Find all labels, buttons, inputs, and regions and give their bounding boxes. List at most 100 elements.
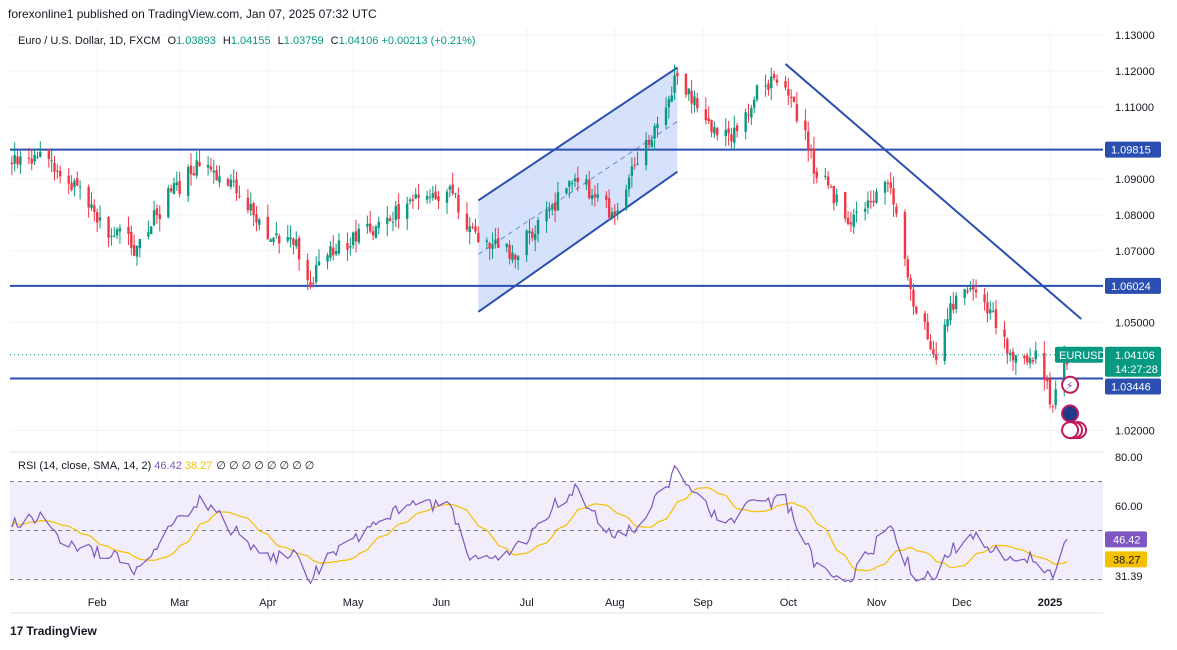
candle-body bbox=[56, 170, 59, 172]
symbol-tag-bg bbox=[1055, 346, 1103, 363]
candle-body bbox=[215, 170, 218, 180]
candle-body bbox=[585, 179, 588, 185]
candlestick-series[interactable] bbox=[10, 64, 1069, 413]
candle-body bbox=[770, 76, 773, 89]
rsi-legend[interactable]: RSI (14, close, SMA, 14, 2) 46.42 38.27 ∅ ∅… bbox=[18, 459, 314, 472]
candle-body bbox=[218, 176, 221, 183]
candle-body bbox=[93, 205, 96, 212]
candle-body bbox=[33, 154, 36, 162]
candle-body bbox=[915, 306, 918, 314]
candle-body bbox=[972, 286, 975, 290]
candle-body bbox=[434, 191, 437, 199]
low-label: L bbox=[277, 35, 284, 47]
candle-body bbox=[775, 79, 779, 83]
candle-body bbox=[58, 171, 62, 177]
candle-body bbox=[95, 212, 99, 223]
candle-body bbox=[667, 99, 671, 108]
candle-body bbox=[764, 85, 767, 87]
candle-body bbox=[869, 200, 873, 203]
candle-body bbox=[514, 254, 517, 260]
candle-body bbox=[505, 243, 508, 248]
candle-body bbox=[929, 341, 932, 350]
rsi-sma-line[interactable] bbox=[11, 486, 1068, 572]
candle-body bbox=[644, 139, 648, 166]
candle-body bbox=[10, 162, 14, 165]
candle-body bbox=[849, 222, 853, 225]
descending-trendline[interactable] bbox=[784, 63, 1082, 320]
candle-body bbox=[994, 309, 998, 329]
candle-body bbox=[787, 89, 790, 96]
candle-body bbox=[474, 226, 477, 232]
candle-body bbox=[246, 197, 250, 211]
candle-body bbox=[76, 178, 79, 186]
candle-body bbox=[670, 95, 673, 102]
candle-body bbox=[556, 192, 560, 211]
eu-flag-icon[interactable] bbox=[1061, 404, 1080, 423]
candle-body bbox=[767, 83, 770, 90]
tradingview-logo-icon: 17 bbox=[10, 624, 24, 638]
candle-body bbox=[195, 160, 198, 176]
candle-body bbox=[576, 177, 580, 183]
candle-body bbox=[255, 214, 258, 223]
candle-body bbox=[795, 104, 799, 121]
candle-body bbox=[414, 194, 417, 199]
candle-body bbox=[314, 264, 318, 283]
candle-body bbox=[744, 112, 747, 132]
price-tick-label: 1.08000 bbox=[1115, 210, 1155, 222]
candle-body bbox=[27, 157, 31, 159]
time-tick-label: Dec bbox=[952, 597, 972, 609]
close-value: 1.04106 bbox=[338, 35, 379, 47]
candle-body bbox=[289, 237, 292, 240]
lightning-event-icon[interactable] bbox=[1061, 375, 1080, 394]
level-low-badge: 1.03446 bbox=[1111, 381, 1151, 393]
candle-body bbox=[605, 195, 608, 200]
candle-body bbox=[570, 183, 574, 185]
candle-body bbox=[983, 294, 986, 303]
candle-body bbox=[935, 354, 938, 360]
publisher-line: forexonline1 published on TradingView.co… bbox=[8, 7, 377, 21]
candle-body bbox=[275, 233, 278, 236]
footer-brand[interactable]: 17 TradingView bbox=[10, 624, 97, 638]
candle-body bbox=[445, 191, 449, 203]
candle-body bbox=[155, 208, 159, 216]
channel-upper-line[interactable] bbox=[477, 66, 678, 202]
candle-body bbox=[855, 211, 858, 213]
candle-body bbox=[158, 214, 161, 220]
candle-body bbox=[969, 287, 972, 290]
candle-body bbox=[494, 239, 497, 244]
us-flag-icon[interactable] bbox=[1061, 421, 1080, 440]
candle-body bbox=[750, 107, 753, 118]
level-high-badge: 1.09815 bbox=[1111, 145, 1151, 157]
candle-body bbox=[178, 180, 181, 195]
level-low-badge-bg bbox=[1105, 378, 1161, 395]
channel-lower-line[interactable] bbox=[477, 170, 678, 313]
time-tick-label: May bbox=[343, 597, 364, 609]
candle-body bbox=[1034, 350, 1037, 360]
price-tick-label: 1.05000 bbox=[1115, 318, 1155, 330]
candle-body bbox=[792, 96, 796, 103]
candle-body bbox=[465, 213, 469, 230]
last-price-badge: 1.04106 bbox=[1115, 350, 1155, 362]
candle-body bbox=[172, 183, 176, 195]
candle-body bbox=[334, 251, 338, 255]
candle-body bbox=[613, 211, 617, 216]
rsi-line[interactable] bbox=[11, 464, 1068, 585]
candle-body bbox=[425, 196, 429, 200]
candle-body bbox=[716, 128, 719, 136]
candle-body bbox=[724, 129, 727, 137]
candle-body bbox=[471, 226, 474, 228]
candle-body bbox=[252, 203, 255, 216]
candle-body bbox=[226, 178, 230, 186]
candle-body bbox=[1011, 351, 1015, 361]
symbol-legend[interactable]: Euro / U.S. Dollar, 1D, FXCM O1.03893 H1… bbox=[18, 35, 476, 47]
event-markers[interactable]: ⚡ bbox=[1061, 375, 1088, 440]
candle-body bbox=[132, 245, 136, 256]
candle-body bbox=[437, 196, 440, 202]
candle-body bbox=[175, 182, 179, 186]
candle-body bbox=[292, 238, 295, 246]
candle-body bbox=[206, 164, 210, 168]
candle-body bbox=[807, 131, 810, 150]
candle-body bbox=[186, 166, 190, 197]
rsi-value-badge: 46.42 bbox=[1113, 534, 1141, 546]
